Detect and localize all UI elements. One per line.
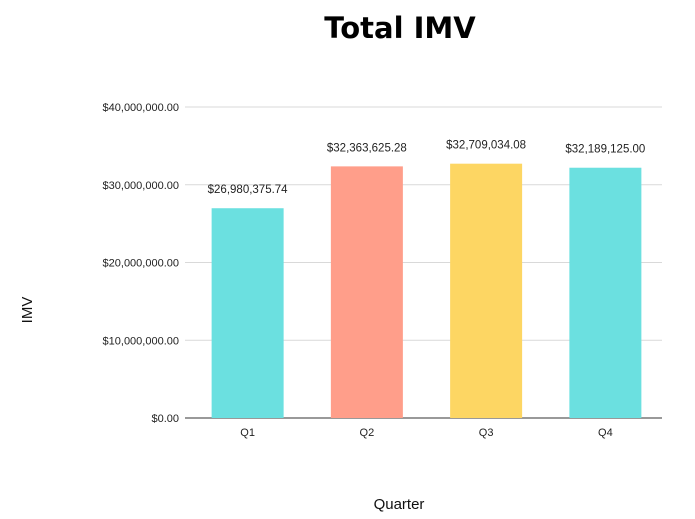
x-axis-title: Quarter — [374, 496, 425, 513]
y-tick-label: $40,000,000.00 — [103, 102, 179, 114]
chart-title: Total IMV — [324, 11, 476, 45]
y-tick-label: $30,000,000.00 — [103, 180, 179, 192]
data-label: $32,189,125.00 — [565, 144, 645, 156]
x-tick-label: Q2 — [360, 427, 375, 439]
bar-q3 — [450, 163, 523, 418]
x-tick-label: Q1 — [240, 427, 255, 439]
data-label: $32,709,034.08 — [446, 140, 526, 152]
y-tick-label: $20,000,000.00 — [103, 258, 179, 270]
bar-q1 — [211, 208, 284, 418]
bar-q2 — [330, 166, 403, 418]
data-label: $32,363,625.28 — [327, 142, 407, 154]
y-axis-title: IMV — [19, 297, 36, 324]
y-tick-label: $10,000,000.00 — [103, 335, 179, 347]
x-tick-label: Q3 — [479, 427, 494, 439]
x-tick-label: Q4 — [598, 427, 613, 439]
y-tick-label: $0.00 — [151, 413, 179, 425]
bar-q4 — [569, 167, 642, 418]
data-label: $26,980,375.74 — [208, 184, 289, 196]
